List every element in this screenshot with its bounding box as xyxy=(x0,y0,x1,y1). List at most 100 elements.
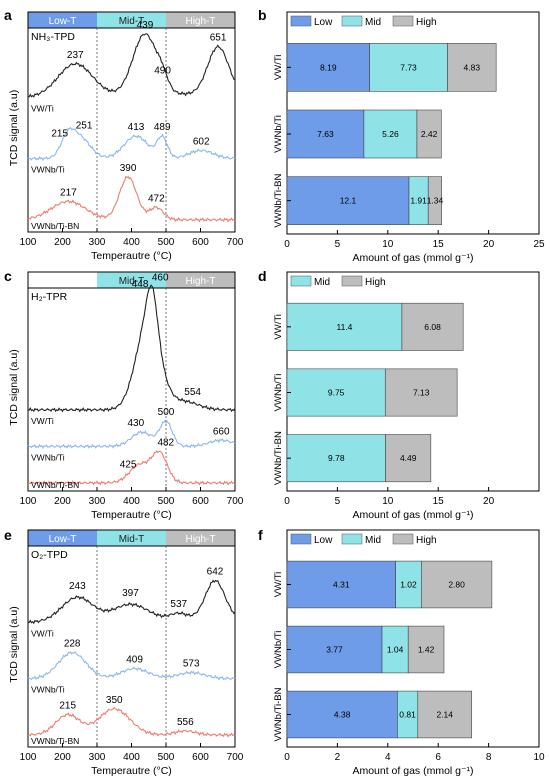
bar-segment xyxy=(384,368,458,417)
legend-label: Mid xyxy=(365,535,381,546)
peak-label: 472 xyxy=(148,193,165,204)
peak-label: 482 xyxy=(157,437,174,448)
peak-label: 651 xyxy=(210,33,227,44)
bar-value-label: 11.4 xyxy=(336,322,352,332)
region-label: Low-T xyxy=(49,16,77,27)
legend-label: Mid xyxy=(314,277,330,288)
x-tick-label: 20 xyxy=(483,496,495,507)
x-axis-label: Temperautre (°C) xyxy=(91,509,172,521)
panel-b: b Low Mid High 8.19 7.73 4.83 VW/Ti 7.63 5.26 2.42… xyxy=(258,7,545,264)
series-name: VWNb/Ti xyxy=(31,685,65,695)
region-band xyxy=(28,12,97,28)
region-label: Mid-T xyxy=(119,534,145,545)
series-name: VWNb/Ti xyxy=(31,452,65,462)
x-tick-label: 0 xyxy=(284,239,290,250)
peak-label: 425 xyxy=(120,460,137,471)
legend-swatch xyxy=(290,15,312,27)
bar-segment xyxy=(417,690,473,739)
legend-label: Low xyxy=(314,535,333,546)
bar-value-label: 1.91 xyxy=(410,196,427,206)
inner-label: NH₃-TPD xyxy=(31,31,75,43)
x-tick-label: 10 xyxy=(533,752,545,763)
legend-swatch xyxy=(392,15,414,27)
bar-value-label: 4.38 xyxy=(334,710,351,720)
panel-letter: b xyxy=(258,7,267,23)
series-line xyxy=(27,126,236,162)
category-label: VWNb/Ti-BN xyxy=(273,174,284,228)
bar-value-label: 12.1 xyxy=(340,196,357,206)
x-tick-label: 20 xyxy=(483,239,495,250)
bar-segment xyxy=(286,43,370,92)
series-line xyxy=(27,450,236,486)
panel-e: Low-T Mid-T High-T 100 200 300 400 500 600 700 Tem… xyxy=(4,527,244,777)
peak-label: 602 xyxy=(193,136,210,147)
series-line xyxy=(27,284,236,413)
inner-label: O₂-TPD xyxy=(31,549,68,561)
category-label: VW/Ti xyxy=(273,572,284,598)
x-tick-label: 2 xyxy=(335,752,341,763)
peak-label: 489 xyxy=(154,122,171,133)
y-axis-label: TCD signal (a.u) xyxy=(8,90,20,166)
bar-segment xyxy=(286,690,398,739)
x-tick-label: 0 xyxy=(284,752,290,763)
bar-segment xyxy=(416,109,442,159)
peak-label: 430 xyxy=(128,418,145,429)
category-label: VW/Ti xyxy=(273,314,284,340)
bar-value-label: 4.83 xyxy=(464,62,481,72)
series-name: VW/Ti xyxy=(31,103,54,113)
category-label: VWNb/Ti-BN xyxy=(273,431,284,485)
peak-label: 397 xyxy=(122,588,139,599)
region-label: High-T xyxy=(185,534,215,545)
x-tick-label: 15 xyxy=(433,496,445,507)
bar-value-label: 3.77 xyxy=(326,645,343,655)
category-label: VWNb/Ti xyxy=(273,631,284,669)
panel-letter: a xyxy=(4,7,12,23)
x-tick-label: 200 xyxy=(54,752,71,763)
series-line xyxy=(27,175,236,223)
series-name: VW/Ti xyxy=(31,416,54,426)
peak-label: 409 xyxy=(126,655,143,666)
peak-label: 215 xyxy=(51,128,68,139)
y-axis-label: TCD signal (a.u) xyxy=(8,606,20,682)
panel-letter: d xyxy=(258,268,267,284)
bar-value-label: 5.26 xyxy=(382,129,399,139)
peak-label: 413 xyxy=(128,122,145,133)
bar-segment xyxy=(447,43,497,92)
peak-label: 554 xyxy=(184,387,201,398)
x-tick-label: 100 xyxy=(20,752,37,763)
panel-d: d Mid High 11.4 6.08 VW/Ti 9.75 7.13 VWNb/Ti 9.78… xyxy=(258,268,540,521)
bar-segment xyxy=(286,434,386,483)
series-name: VWNb/Ti xyxy=(31,165,65,175)
bar-value-label: 8.19 xyxy=(320,62,337,72)
region-label: Low-T xyxy=(49,534,77,545)
bar-segment xyxy=(381,625,409,674)
panel-f: f Low Mid High 4.31 1.02 2.80 VW/Ti 3.77 1.04 1.42… xyxy=(258,527,545,777)
x-tick-label: 5 xyxy=(335,239,341,250)
bar-value-label: 2.42 xyxy=(421,129,438,139)
region-band xyxy=(28,530,97,546)
region-band xyxy=(97,272,166,288)
peak-label: 350 xyxy=(106,695,123,706)
bar-segment xyxy=(369,43,448,92)
bar-value-label: 1.34 xyxy=(427,196,444,206)
legend-label: High xyxy=(365,277,386,288)
x-tick-label: 100 xyxy=(20,237,37,248)
legend-label: Mid xyxy=(365,17,381,28)
bar-value-label: 6.08 xyxy=(424,322,441,332)
x-tick-label: 10 xyxy=(382,239,394,250)
panel-letter: c xyxy=(4,268,12,284)
peak-label: 460 xyxy=(152,272,169,283)
x-tick-label: 6 xyxy=(435,752,441,763)
bar-segment xyxy=(286,625,383,674)
x-tick-label: 500 xyxy=(158,237,175,248)
series-line xyxy=(27,707,236,738)
peak-label: 500 xyxy=(158,407,175,418)
panel-a: Low-T Mid-T High-T 100 200 300 400 500 600 700 Tem… xyxy=(4,7,244,262)
legend-label: High xyxy=(416,17,437,28)
panel-letter: e xyxy=(4,527,12,543)
x-tick-label: 700 xyxy=(227,237,244,248)
bar-value-label: 1.02 xyxy=(400,580,417,590)
region-label: Mid-T xyxy=(119,276,145,287)
bar-segment xyxy=(427,176,443,225)
bar-value-label: 2.14 xyxy=(436,710,453,720)
